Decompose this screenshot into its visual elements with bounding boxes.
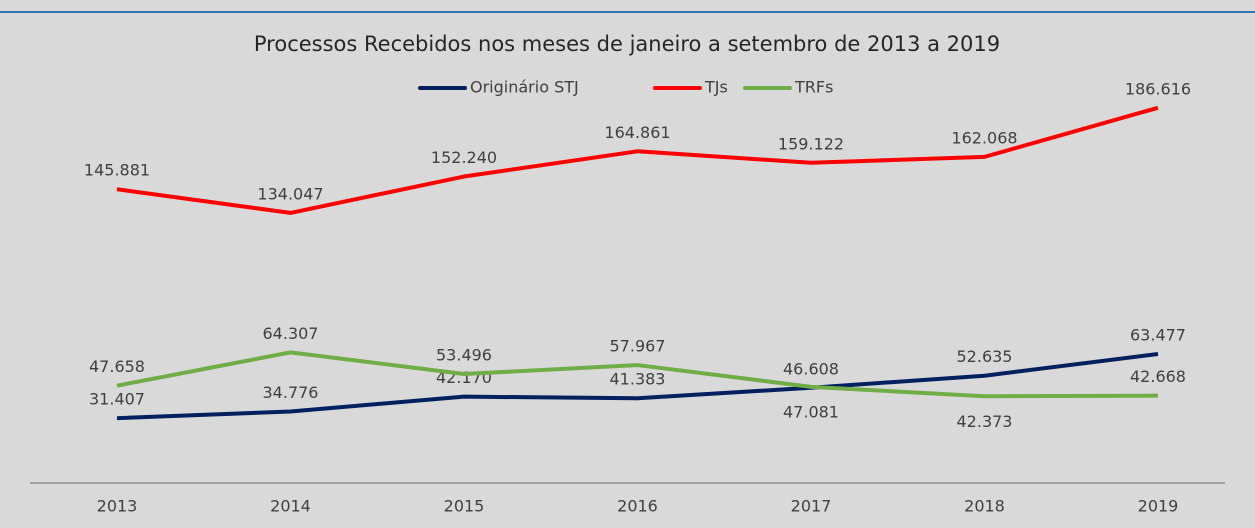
data-label: 164.861 bbox=[604, 123, 670, 142]
data-label: 42.373 bbox=[957, 412, 1013, 431]
x-tick-label: 2017 bbox=[791, 497, 832, 516]
data-label: 47.081 bbox=[783, 402, 839, 421]
data-label: 42.668 bbox=[1130, 367, 1186, 386]
chart-title: Processos Recebidos nos meses de janeiro… bbox=[254, 32, 1000, 56]
x-tick-label: 2015 bbox=[444, 497, 485, 516]
data-label: 63.477 bbox=[1130, 326, 1186, 345]
data-label: 52.635 bbox=[957, 347, 1013, 366]
series-line bbox=[116, 105, 1159, 215]
data-label: 57.967 bbox=[610, 337, 666, 356]
data-label: 46.608 bbox=[783, 359, 839, 378]
data-label: 186.616 bbox=[1125, 79, 1191, 98]
x-tick-label: 2014 bbox=[270, 497, 311, 516]
series-line bbox=[116, 350, 1159, 399]
legend-label: TRFs bbox=[794, 78, 833, 97]
data-label: 31.407 bbox=[89, 390, 145, 409]
legend-label: TJs bbox=[704, 78, 728, 97]
data-label: 64.307 bbox=[263, 324, 319, 343]
data-label: 145.881 bbox=[84, 161, 150, 180]
x-tick-label: 2018 bbox=[964, 497, 1005, 516]
data-label: 41.383 bbox=[610, 370, 666, 389]
legend-label: Originário STJ bbox=[470, 78, 579, 97]
data-label: 47.658 bbox=[89, 357, 145, 376]
x-tick-label: 2019 bbox=[1138, 497, 1179, 516]
data-label: 53.496 bbox=[436, 346, 492, 365]
x-tick-label: 2013 bbox=[97, 497, 138, 516]
data-label: 162.068 bbox=[951, 128, 1017, 147]
data-label: 159.122 bbox=[778, 134, 844, 153]
series-line bbox=[116, 352, 1159, 421]
x-tick-label: 2016 bbox=[617, 497, 658, 516]
data-label: 134.047 bbox=[257, 184, 323, 203]
data-label: 34.776 bbox=[263, 383, 319, 402]
data-label: 152.240 bbox=[431, 148, 497, 167]
